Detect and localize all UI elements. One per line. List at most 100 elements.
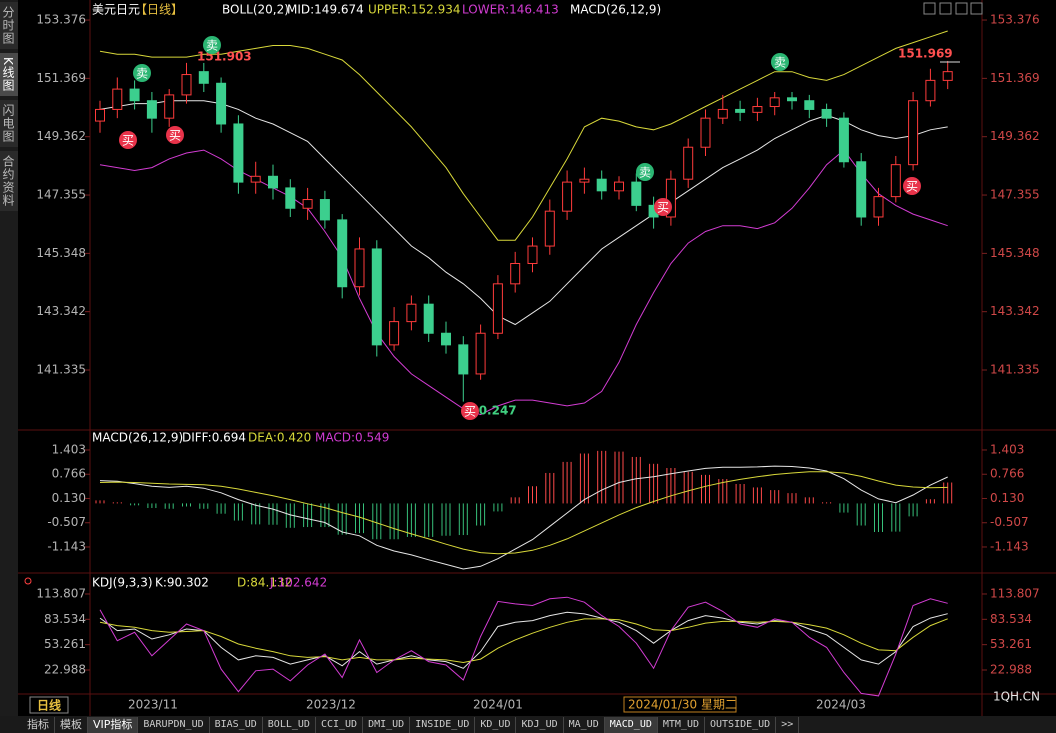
candle-body (838, 117, 849, 163)
price-annotation: 151.969 (898, 47, 953, 61)
indicator-line (99, 100, 948, 326)
side-tabs: 分时图 K线图闪电图合约资料 (0, 0, 18, 716)
panel: 153.376 153.376 151.369 151.369 149.362 149.3… (36, 3, 1040, 420)
candle-body (631, 181, 642, 206)
signal-text: 买 (464, 405, 476, 419)
legend-item: MACD:0.549 (315, 431, 389, 445)
indicator-line (99, 611, 948, 669)
period-box (29, 696, 69, 714)
y-tick-label: 0.766 (990, 467, 1024, 481)
chart-area: 153.376 153.376 151.369 151.369 149.362 149.3… (18, 0, 1056, 716)
candle-body (285, 187, 296, 209)
candle-body (319, 199, 330, 221)
signal-badge (771, 53, 789, 71)
legend-item: MACD(26,12,9) (92, 431, 183, 445)
candle-body (873, 196, 884, 218)
signal-badge (636, 163, 654, 181)
signal-badge (166, 126, 184, 144)
y-tick-label: -0.507 (990, 515, 1029, 529)
candle-body (146, 100, 157, 119)
candle-body (250, 175, 261, 183)
panel: 1.403 1.403 0.766 0.766 0.130 0.130 -0.507 -0.5… (47, 431, 1029, 570)
candle-body (112, 88, 123, 110)
indicator-tab[interactable]: CCI_UD (316, 716, 364, 733)
candle-body (164, 94, 175, 119)
candle-body (769, 97, 780, 108)
indicator-tab[interactable]: INSIDE_UD (410, 716, 476, 733)
legend-item: UPPER:152.934 (368, 3, 460, 17)
icon[interactable] (955, 2, 968, 15)
y-tick-label: -1.143 (47, 539, 86, 553)
y-tick-label: 149.362 (36, 129, 86, 143)
indicator-tab[interactable]: KDJ_UD (516, 716, 564, 733)
y-tick-label: 83.534 (990, 612, 1032, 626)
indicator-tab[interactable]: BOLL_UD (263, 716, 316, 733)
panel-icon (24, 577, 32, 585)
candle-body (544, 210, 555, 247)
legend-item: MACD(26,12,9) (570, 3, 661, 17)
indicator-tab[interactable]: MACD_UD (604, 716, 658, 733)
candle-body (216, 82, 227, 125)
y-tick-label: 147.355 (36, 188, 86, 202)
side-tab[interactable]: 合约资料 (0, 150, 18, 211)
icon[interactable] (923, 2, 936, 15)
indicator-tab[interactable]: VIP指标 (88, 716, 139, 733)
indicator-tab[interactable]: OUTSIDE_UD (705, 716, 777, 733)
candle-body (129, 88, 140, 102)
legend-item: MID:149.674 (287, 3, 364, 17)
x-tick-label: 2024/01 (473, 698, 523, 712)
frame (18, 0, 1056, 716)
candle-body (371, 248, 382, 346)
legend-item: KDJ(9,3,3) (92, 576, 153, 590)
indicator-tab[interactable]: >> (776, 716, 800, 733)
x-tick-label: 2023/12 (306, 698, 356, 712)
indicator-tab[interactable]: MA_UD (564, 716, 605, 733)
signal-text: 卖 (639, 166, 651, 180)
y-tick-label: 153.376 (990, 13, 1040, 27)
candle-body (752, 106, 763, 113)
candle-body (562, 181, 573, 212)
indicator-tabs: 指标 模板 VIP指标 BARUPDN_UD BIAS_UD BOLL_UD CCI_UD D… (0, 716, 1056, 733)
y-tick-label: -1.143 (990, 539, 1029, 553)
y-tick-label: 0.130 (52, 491, 86, 505)
indicator-tab[interactable]: BARUPDN_UD (138, 716, 210, 733)
legend-item: LOWER:146.413 (462, 3, 559, 17)
window-icons (923, 2, 983, 15)
candle-body (302, 199, 313, 209)
candle-body (821, 108, 832, 119)
side-tab[interactable]: K线图 (0, 53, 18, 96)
candle-body (458, 344, 469, 375)
indicator-line (99, 471, 948, 555)
y-tick-label: 22.988 (44, 662, 86, 676)
y-tick-label: 151.369 (990, 71, 1040, 85)
indicator-line (99, 618, 948, 664)
icon[interactable] (939, 2, 952, 15)
y-tick-label: 113.807 (990, 586, 1040, 600)
candle-body (423, 303, 434, 334)
candle-body (475, 332, 486, 375)
y-tick-label: 151.369 (36, 71, 86, 85)
y-tick-label: 1.403 (52, 442, 86, 456)
y-tick-label: 141.335 (36, 363, 86, 377)
y-tick-label: 53.261 (44, 637, 86, 651)
candle-body (925, 79, 936, 102)
candle-body (665, 178, 676, 218)
indicator-tab[interactable]: 指标 (22, 716, 55, 733)
indicator-tab[interactable]: KD_UD (475, 716, 517, 733)
legend-item: 【日线】 (135, 3, 183, 17)
side-tab[interactable]: 闪电图 (0, 99, 18, 147)
signal-badge (133, 64, 151, 82)
signal-text: 买 (169, 129, 181, 143)
indicator-tab[interactable]: BIAS_UD (210, 716, 263, 733)
signal-badge (461, 402, 479, 420)
candle-body (268, 175, 278, 189)
candle-body (787, 97, 797, 102)
indicator-tab[interactable]: 模板 (55, 716, 88, 733)
icon[interactable] (970, 2, 983, 15)
x-tick-label: 2024/01/30 星期二 (628, 698, 737, 712)
legend-item: DIFF:0.694 (182, 431, 246, 445)
y-tick-label: 143.342 (36, 304, 86, 318)
indicator-tab[interactable]: DMI_UD (363, 716, 411, 733)
side-tab[interactable]: 分时图 (0, 2, 18, 49)
indicator-tab[interactable]: MTM_UD (658, 716, 705, 733)
